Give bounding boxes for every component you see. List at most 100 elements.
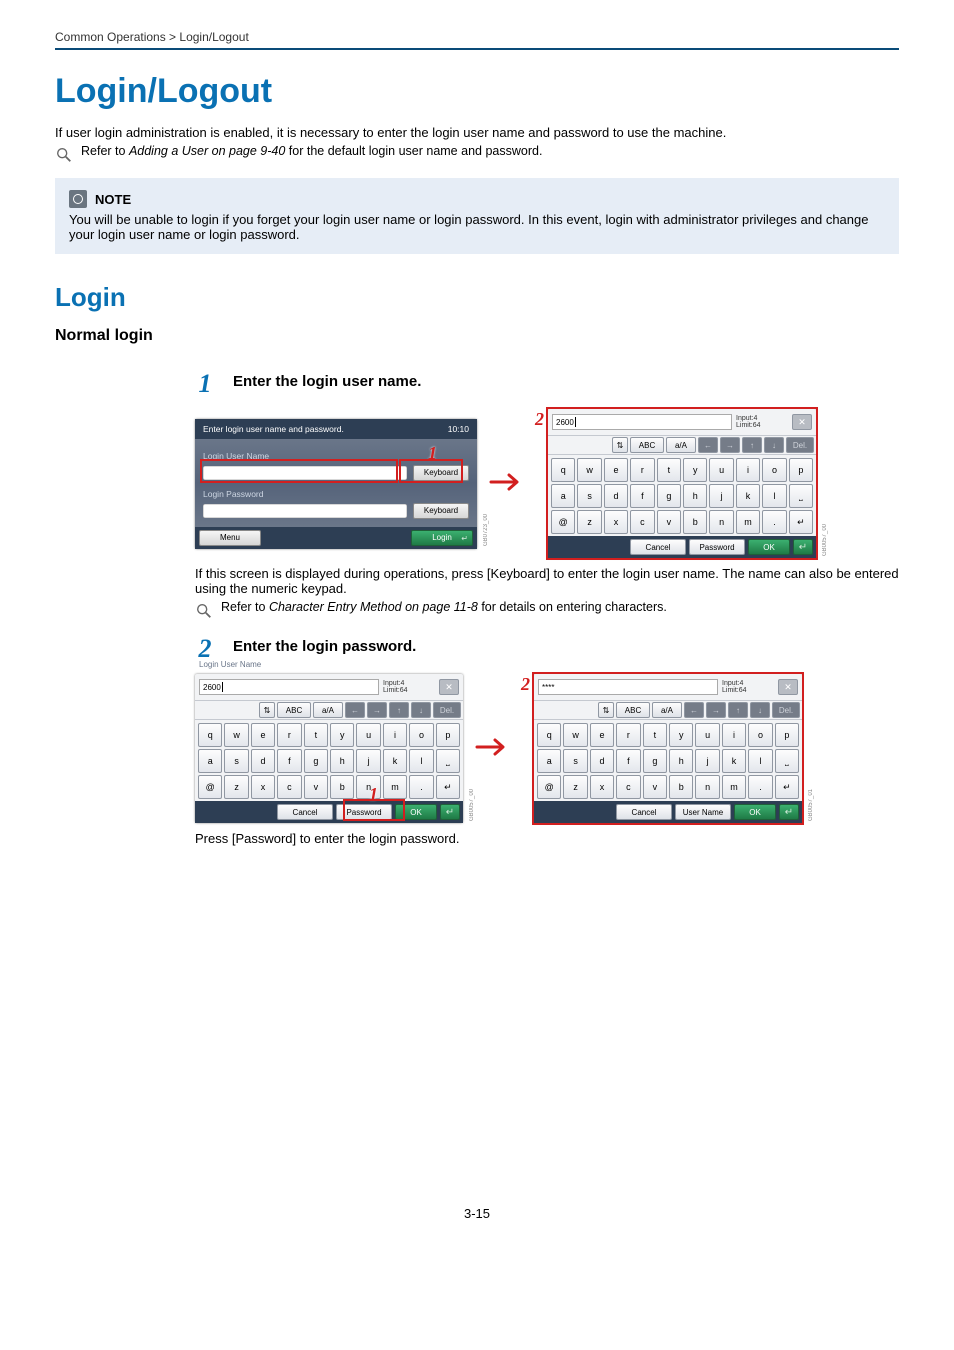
key[interactable]: k [722, 749, 746, 773]
key[interactable]: e [590, 723, 614, 747]
key[interactable]: m [736, 510, 760, 534]
nav-right-icon[interactable]: → [367, 702, 387, 718]
mode-aA[interactable]: a/A [666, 437, 696, 453]
key[interactable]: i [722, 723, 746, 747]
key[interactable]: r [616, 723, 640, 747]
ref-link[interactable]: Adding a User on page 9-40 [129, 144, 285, 158]
nav-left-icon[interactable]: ← [345, 702, 365, 718]
kb-display[interactable]: 2600 [552, 414, 732, 430]
del-button[interactable]: Del. [433, 702, 461, 718]
nav-down-icon[interactable]: ↓ [764, 437, 784, 453]
key[interactable]: s [224, 749, 248, 773]
key[interactable]: y [669, 723, 693, 747]
key[interactable]: x [604, 510, 628, 534]
key[interactable]: h [669, 749, 693, 773]
key[interactable]: @ [198, 775, 222, 799]
ref-link[interactable]: Character Entry Method on page 11-8 [269, 600, 478, 614]
nav-up-icon[interactable]: ↑ [728, 702, 748, 718]
key[interactable]: . [762, 510, 786, 534]
del-button[interactable]: Del. [786, 437, 814, 453]
enter-icon[interactable]: ↵ [440, 804, 460, 820]
key[interactable]: p [789, 458, 813, 482]
arrows-icon[interactable]: ⇅ [612, 437, 628, 453]
mode-aA[interactable]: a/A [652, 702, 682, 718]
key[interactable]: l [748, 749, 772, 773]
key[interactable]: f [616, 749, 640, 773]
key[interactable]: s [563, 749, 587, 773]
key[interactable]: e [251, 723, 275, 747]
key[interactable]: p [436, 723, 460, 747]
arrows-icon[interactable]: ⇅ [259, 702, 275, 718]
key[interactable]: n [356, 775, 380, 799]
enter-key[interactable]: ↵ [789, 510, 813, 534]
key[interactable]: u [695, 723, 719, 747]
key[interactable]: n [709, 510, 733, 534]
key[interactable]: z [563, 775, 587, 799]
key[interactable]: w [577, 458, 601, 482]
key[interactable]: t [643, 723, 667, 747]
key[interactable]: t [304, 723, 328, 747]
key[interactable]: c [277, 775, 301, 799]
key[interactable]: b [669, 775, 693, 799]
key[interactable]: i [736, 458, 760, 482]
key[interactable]: @ [551, 510, 575, 534]
nav-up-icon[interactable]: ↑ [389, 702, 409, 718]
key[interactable]: r [630, 458, 654, 482]
key[interactable]: n [695, 775, 719, 799]
menu-button[interactable]: Menu [199, 530, 261, 546]
key[interactable]: o [762, 458, 786, 482]
close-icon[interactable]: ✕ [439, 679, 459, 695]
keyboard-button-user[interactable]: Keyboard [413, 465, 469, 481]
key[interactable]: b [683, 510, 707, 534]
kb-display[interactable]: 2600 [199, 679, 379, 695]
key[interactable]: l [762, 484, 786, 508]
key[interactable]: u [356, 723, 380, 747]
key[interactable]: v [657, 510, 681, 534]
key[interactable]: y [683, 458, 707, 482]
kb-display[interactable]: **** [538, 679, 718, 695]
mode-abc[interactable]: ABC [616, 702, 650, 718]
cancel-button[interactable]: Cancel [630, 539, 686, 555]
key[interactable]: s [577, 484, 601, 508]
key[interactable]: o [748, 723, 772, 747]
username-input[interactable] [203, 466, 407, 480]
key[interactable]: h [683, 484, 707, 508]
keyboard-button-pass[interactable]: Keyboard [413, 503, 469, 519]
close-icon[interactable]: ✕ [792, 414, 812, 430]
cancel-button[interactable]: Cancel [616, 804, 672, 820]
key[interactable]: a [551, 484, 575, 508]
key[interactable]: d [590, 749, 614, 773]
enter-key[interactable]: ↵ [775, 775, 799, 799]
key[interactable]: k [736, 484, 760, 508]
cancel-button[interactable]: Cancel [277, 804, 333, 820]
key[interactable]: m [383, 775, 407, 799]
del-button[interactable]: Del. [772, 702, 800, 718]
key[interactable]: x [251, 775, 275, 799]
nav-up-icon[interactable]: ↑ [742, 437, 762, 453]
mode-abc[interactable]: ABC [630, 437, 664, 453]
key[interactable]: m [722, 775, 746, 799]
password-button[interactable]: Password [336, 804, 392, 820]
key[interactable]: v [304, 775, 328, 799]
key[interactable]: z [577, 510, 601, 534]
key[interactable]: l [409, 749, 433, 773]
key[interactable]: i [383, 723, 407, 747]
key[interactable]: j [356, 749, 380, 773]
key[interactable]: p [775, 723, 799, 747]
close-icon[interactable]: ✕ [778, 679, 798, 695]
key[interactable]: v [643, 775, 667, 799]
key[interactable]: e [604, 458, 628, 482]
key[interactable]: q [537, 723, 561, 747]
key[interactable]: k [383, 749, 407, 773]
enter-icon[interactable]: ↵ [779, 804, 799, 820]
key[interactable]: q [198, 723, 222, 747]
enter-key[interactable]: ↵ [436, 775, 460, 799]
mode-abc[interactable]: ABC [277, 702, 311, 718]
key[interactable]: b [330, 775, 354, 799]
username-button[interactable]: User Name [675, 804, 731, 820]
key[interactable]: o [409, 723, 433, 747]
key[interactable]: @ [537, 775, 561, 799]
key[interactable]: c [630, 510, 654, 534]
ok-button[interactable]: OK [734, 804, 776, 820]
key[interactable]: h [330, 749, 354, 773]
